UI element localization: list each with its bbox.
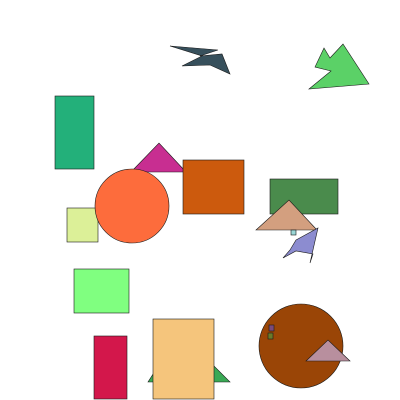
peach-rectangle	[152, 318, 215, 400]
pale-green-square	[66, 207, 99, 243]
green-bird-shape	[308, 43, 370, 90]
dark-slate-bird-shape	[169, 45, 231, 75]
olive-marker	[267, 332, 274, 340]
orange-circle	[94, 168, 170, 244]
mauve-triangle	[305, 339, 351, 362]
brown-circle	[258, 303, 344, 389]
light-green-square	[73, 268, 130, 314]
magenta-triangle	[130, 142, 187, 173]
tiny-cyan-square	[290, 229, 297, 236]
purple-marker	[268, 324, 275, 332]
crimson-rectangle	[93, 335, 128, 400]
teal-rectangle	[54, 95, 95, 170]
periwinkle-polygon	[282, 227, 319, 264]
orange-square	[182, 159, 245, 215]
tan-triangle	[255, 199, 318, 231]
